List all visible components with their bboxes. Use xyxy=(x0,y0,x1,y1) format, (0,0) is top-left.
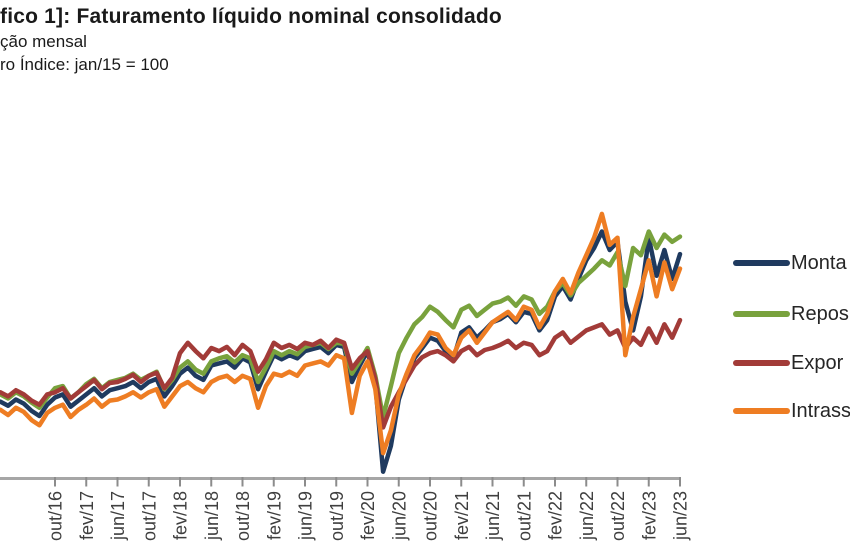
x-axis-tick-label: out/17 xyxy=(139,491,159,541)
legend-label: Expor xyxy=(791,351,844,374)
x-axis-tick-label: out/22 xyxy=(608,491,628,541)
legend-label: Intrass xyxy=(791,399,850,422)
legend-line-swatch-green xyxy=(733,311,790,317)
x-axis-tick-label: out/21 xyxy=(514,491,534,541)
legend-label: Repos xyxy=(791,302,849,325)
x-axis-tick-label: fev/22 xyxy=(546,491,566,540)
series-line-Monta xyxy=(0,229,683,474)
legend-line-swatch-navy xyxy=(733,260,790,266)
x-axis-tick-label: fev/19 xyxy=(264,491,284,540)
x-axis-tick-label: fev/20 xyxy=(358,491,378,540)
legend-line-swatch-red xyxy=(733,360,790,366)
chart-title: fico 1]: Faturamento líquido nominal con… xyxy=(0,5,502,28)
x-axis-tick-label: out/18 xyxy=(233,491,253,541)
series-line-Expor xyxy=(0,317,683,430)
x-axis-tick-label: fev/21 xyxy=(452,491,472,540)
x-axis-tick-label: jun/17 xyxy=(108,491,128,541)
x-axis-tick-label: out/20 xyxy=(421,491,441,541)
legend-item-intrassetorial: Intrass xyxy=(733,400,850,422)
x-axis-tick-label: jun/23 xyxy=(671,491,691,541)
series-line-Intrass xyxy=(0,211,683,456)
x-axis-tick-label: jun/22 xyxy=(577,491,597,541)
x-axis-tick-label: jun/20 xyxy=(389,491,409,541)
legend-label: Monta xyxy=(791,251,847,274)
chart-legend: Monta Repos Expor Intrass xyxy=(733,0,850,560)
x-axis-tick-label: out/16 xyxy=(46,491,66,541)
x-axis-tick-label: fev/17 xyxy=(77,491,97,540)
legend-item-montadoras: Monta xyxy=(733,252,847,274)
legend-line-swatch-orange xyxy=(733,408,790,414)
chart-subtitle-index-base: ro Índice: jan/15 = 100 xyxy=(0,55,169,74)
x-axis-tick-label: fev/23 xyxy=(639,491,659,540)
x-axis-tick-label: fev/18 xyxy=(171,491,191,540)
legend-item-exportacao: Expor xyxy=(733,352,843,374)
x-axis-tick-label: jun/21 xyxy=(483,491,503,541)
x-axis-tick-label: out/19 xyxy=(327,491,347,541)
x-axis-tick-label: jun/19 xyxy=(296,491,316,541)
legend-item-reposicao: Repos xyxy=(733,303,849,325)
x-axis-tick-label: jun/18 xyxy=(202,491,222,541)
chart-subtitle-frequency: ção mensal xyxy=(0,32,87,51)
